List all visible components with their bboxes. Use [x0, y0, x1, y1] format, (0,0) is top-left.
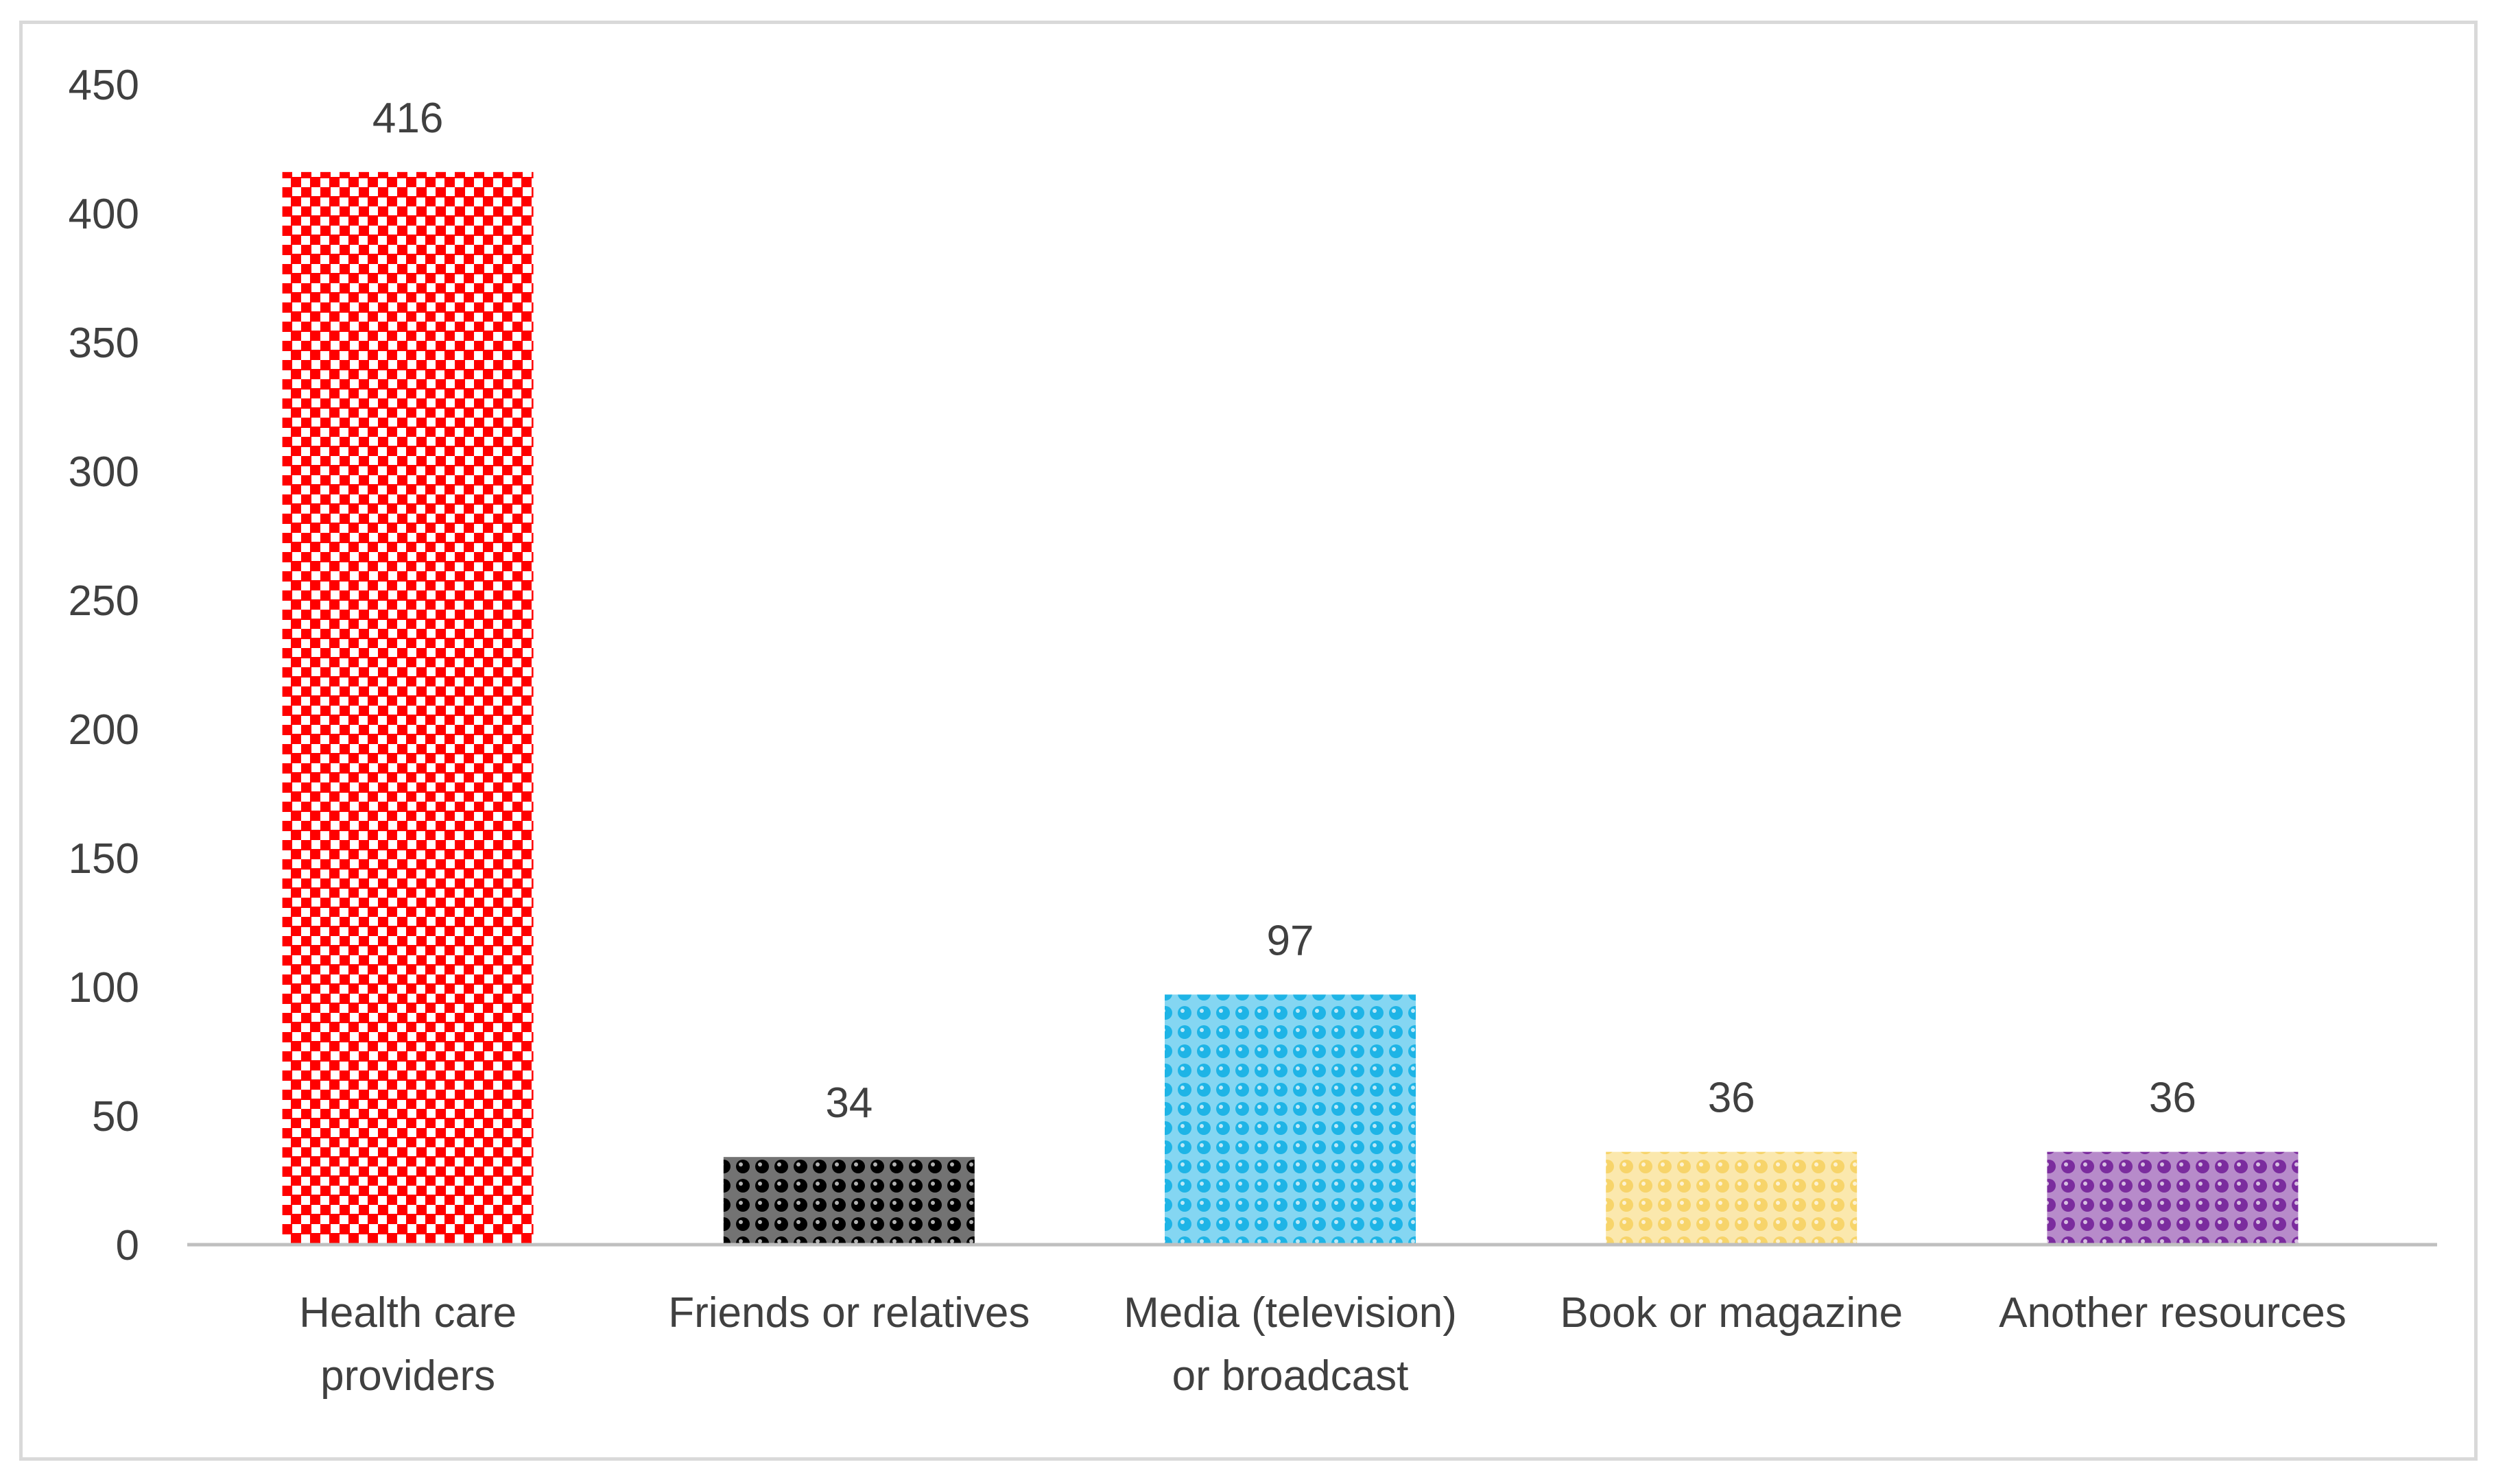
y-tick-label: 200 [69, 706, 139, 754]
x-tick-label: Friends or relatives [668, 1289, 1030, 1337]
data-label: 97 [1267, 917, 1314, 964]
data-label: 34 [825, 1079, 873, 1127]
x-tick-label: Health care providers [299, 1289, 517, 1400]
y-tick-label: 50 [92, 1093, 139, 1140]
y-tick-label: 450 [69, 62, 139, 109]
chart-frame: 0 50 100 150 200 250 300 350 400 450 416 34 97 36 36 … [19, 21, 2478, 1461]
bar [1165, 994, 1416, 1245]
y-tick-label: 150 [69, 835, 139, 883]
bar [282, 171, 534, 1245]
bar [1606, 1151, 1858, 1245]
y-tick-label: 0 [116, 1222, 139, 1269]
x-tick-label: Another resources [1999, 1289, 2347, 1337]
y-tick-label: 350 [69, 320, 139, 367]
x-tick-label: Book or magazine [1560, 1289, 1903, 1337]
data-label: 36 [2149, 1075, 2196, 1122]
y-tick-label: 400 [69, 191, 139, 238]
x-tick-label: Media (television) or broadcast [1124, 1289, 1457, 1400]
data-labels: 416 34 97 36 36 [372, 95, 2196, 1127]
category-labels: Health care providers Friends or relatives… [299, 1289, 2347, 1400]
bar [2047, 1151, 2299, 1245]
data-label: 416 [372, 95, 443, 142]
y-tick-label: 250 [69, 577, 139, 625]
data-label: 36 [1708, 1075, 1755, 1122]
bars [282, 171, 2299, 1245]
y-axis-ticks: 0 50 100 150 200 250 300 350 400 450 [69, 62, 139, 1269]
y-tick-label: 300 [69, 448, 139, 496]
bar [723, 1157, 975, 1245]
y-tick-label: 100 [69, 964, 139, 1012]
